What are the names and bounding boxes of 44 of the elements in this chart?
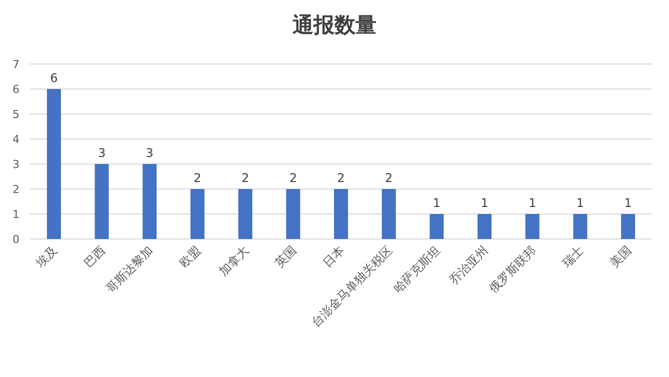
x-tick-label: 英国 [272, 243, 300, 270]
data-label: 1 [432, 196, 441, 210]
y-tick-label: 0 [12, 233, 20, 246]
data-label: 1 [528, 196, 536, 210]
y-tick-label: 3 [12, 158, 20, 171]
data-label: 1 [576, 196, 584, 210]
x-tick-label: 乔治亚州 [446, 243, 491, 288]
y-tick-label: 1 [12, 208, 20, 221]
data-label: 2 [194, 171, 202, 185]
chart-title: 通报数量 [292, 13, 376, 37]
data-label: 1 [480, 196, 488, 210]
x-tick-label: 埃及 [32, 243, 60, 271]
bar [286, 189, 300, 239]
bar [238, 189, 252, 239]
bar [621, 214, 636, 239]
bar [334, 189, 348, 239]
data-label: 3 [146, 146, 154, 160]
y-tick-label: 2 [12, 183, 20, 196]
data-label: 3 [98, 146, 106, 160]
x-tick-label: 加拿大 [216, 243, 252, 279]
bar [46, 89, 61, 239]
y-tick-label: 7 [12, 58, 20, 71]
x-tick-label: 欧盟 [176, 243, 204, 270]
bar [525, 214, 540, 239]
y-tick-label: 5 [12, 108, 20, 121]
bar [478, 214, 492, 239]
bar [573, 214, 588, 239]
bar [430, 214, 444, 239]
bar [94, 164, 109, 239]
x-tick-label: 巴西 [81, 243, 108, 270]
bar [142, 164, 157, 239]
y-tick-label: 4 [12, 133, 20, 146]
data-label: 2 [385, 171, 393, 185]
bar [190, 189, 204, 239]
x-tick-label: 美国 [607, 243, 634, 270]
y-tick-label: 6 [12, 83, 20, 96]
x-tick-label: 瑞士 [559, 243, 586, 270]
data-label: 2 [337, 171, 345, 185]
data-label: 1 [624, 196, 632, 210]
bar [382, 189, 396, 239]
data-label: 2 [289, 171, 297, 185]
data-label: 6 [50, 71, 58, 85]
x-tick-label: 日本 [320, 243, 348, 270]
data-label: 2 [241, 171, 250, 185]
